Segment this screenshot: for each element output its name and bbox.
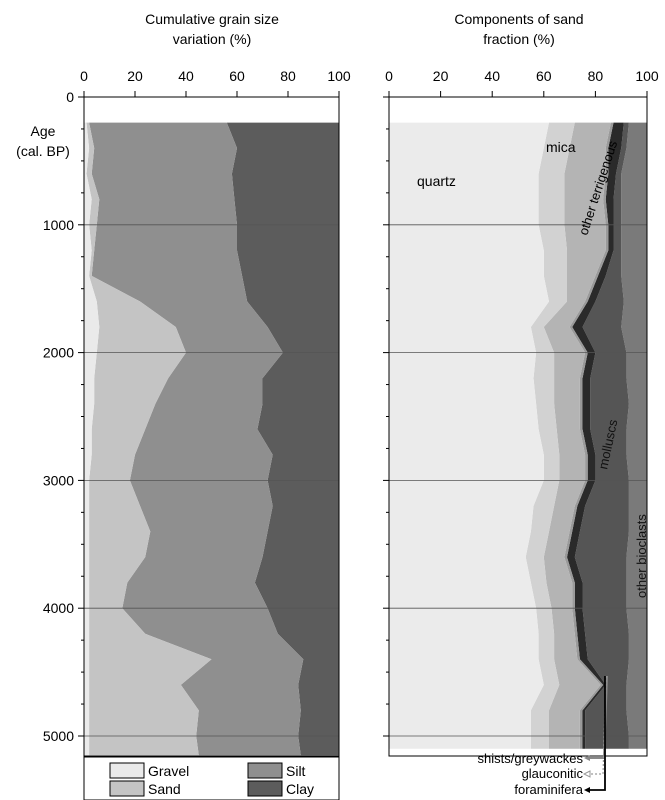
left-chart-title-line2: variation (%) xyxy=(173,31,252,47)
y-tick-label: 4000 xyxy=(43,600,74,616)
x-tick-label: 80 xyxy=(588,68,604,84)
x-tick-label: 40 xyxy=(178,68,194,84)
leader-shists xyxy=(590,675,608,759)
right-chart-title-line2: fraction (%) xyxy=(483,31,555,47)
y-tick-label: 2000 xyxy=(43,345,74,361)
legend-label-gravel: Gravel xyxy=(148,763,189,779)
area-foraminifera xyxy=(567,122,624,749)
arrowhead-shists xyxy=(584,755,590,761)
y-tick-label: 5000 xyxy=(43,728,74,744)
left-chart-title-line1: Cumulative grain size xyxy=(145,11,279,27)
y-tick-label: 1000 xyxy=(43,217,74,233)
x-tick-label: 0 xyxy=(385,68,393,84)
legend-swatch-gravel xyxy=(109,762,145,779)
x-tick-label: 0 xyxy=(80,68,88,84)
legend-label-sand: Sand xyxy=(148,781,181,797)
label-other-bioclasts: other bioclasts xyxy=(634,514,649,598)
label-glauconitic: glauconitic xyxy=(522,766,584,781)
legend-label-silt: Silt xyxy=(286,763,306,779)
right-empty-region xyxy=(390,749,646,756)
area-quartz xyxy=(389,122,549,749)
right-chart-title-line1: Components of sand xyxy=(454,11,583,27)
x-tick-label: 60 xyxy=(536,68,552,84)
area-clay xyxy=(226,122,339,756)
y-tick-label: 3000 xyxy=(43,472,74,488)
x-tick-label: 100 xyxy=(327,68,351,84)
leader-foraminifera xyxy=(590,676,606,791)
area-sand xyxy=(86,122,212,756)
area-other-terrigenous xyxy=(543,122,611,749)
legend-label-clay: Clay xyxy=(286,781,314,797)
label-quartz: quartz xyxy=(417,173,456,189)
x-tick-label: 20 xyxy=(127,68,143,84)
label-shists: shists/greywackes xyxy=(478,751,584,766)
arrowhead-foraminifera xyxy=(584,787,590,793)
legend-swatch-clay xyxy=(247,780,283,797)
x-tick-label: 80 xyxy=(280,68,296,84)
area-silt xyxy=(89,122,304,756)
y-axis-label-line2: (cal. BP) xyxy=(16,143,70,159)
plot-frame xyxy=(83,96,340,757)
x-tick-label: 60 xyxy=(229,68,245,84)
y-axis-label-line1: Age xyxy=(31,123,56,139)
x-tick-label: 100 xyxy=(635,68,659,84)
x-tick-label: 20 xyxy=(433,68,449,84)
x-tick-label: 40 xyxy=(484,68,500,84)
label-foraminifera: foraminifera xyxy=(514,782,583,797)
area-mica xyxy=(525,122,575,749)
arrowhead-glauconitic xyxy=(582,770,591,778)
plot-frame-right xyxy=(388,96,648,757)
area-molluscs xyxy=(574,122,629,749)
legend: Gravel Silt Sand Clay xyxy=(83,756,340,800)
legend-swatch-sand xyxy=(109,780,145,797)
legend-swatch-silt xyxy=(247,762,283,779)
area-other-bioclasts xyxy=(621,122,647,749)
area-gravel xyxy=(84,122,100,756)
y-tick-label: 0 xyxy=(66,89,74,105)
label-mica: mica xyxy=(546,139,576,155)
